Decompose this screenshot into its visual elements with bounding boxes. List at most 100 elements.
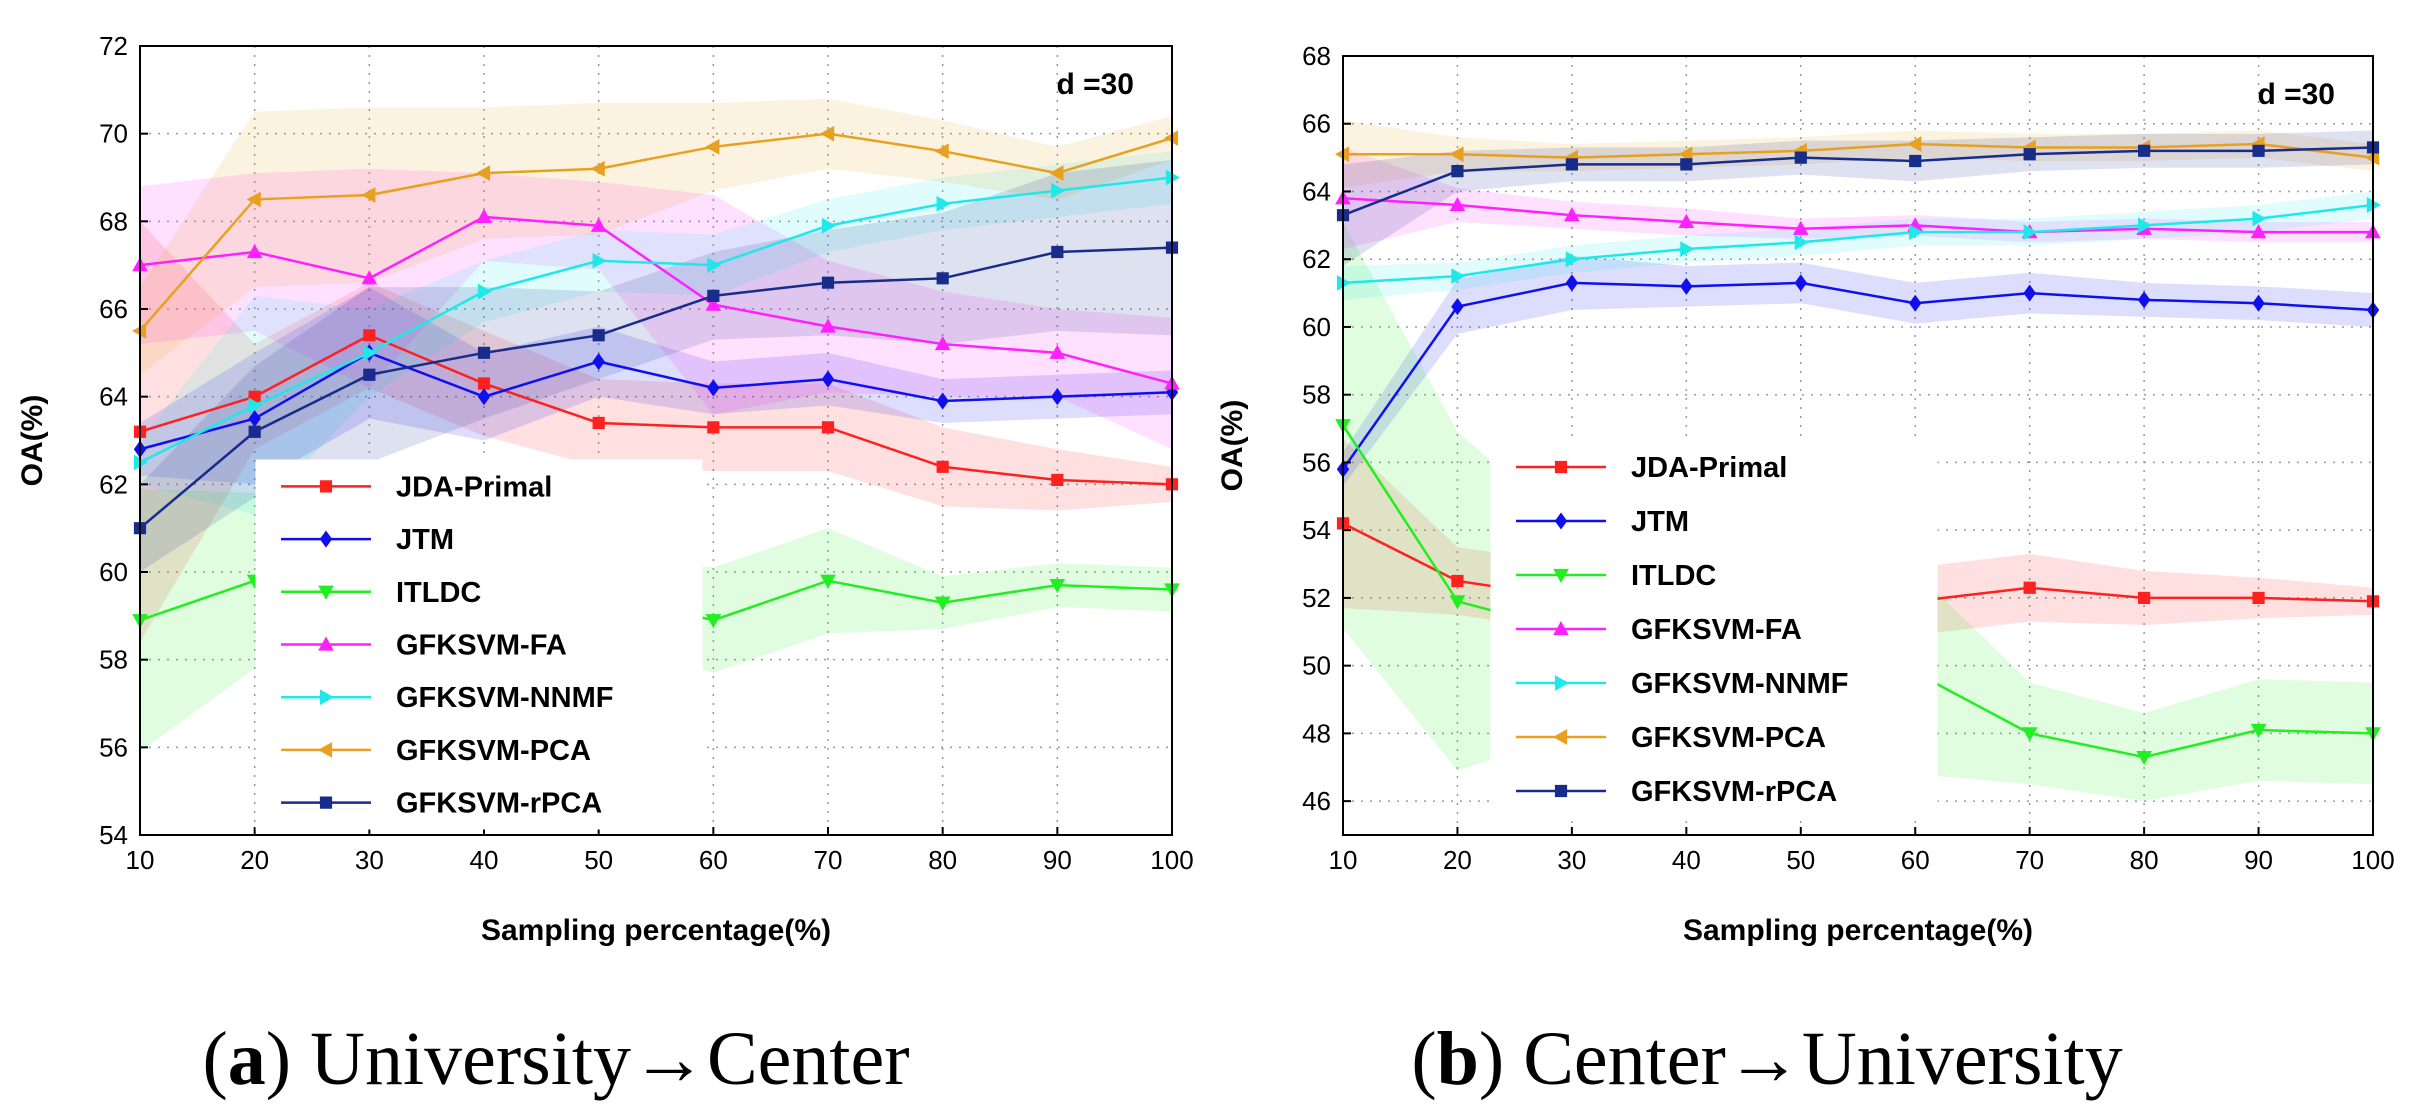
legend-item-itldc: ITLDC: [1516, 560, 1716, 592]
legend-label: GFKSVM-PCA: [1631, 722, 1826, 754]
series-gfksvm-nnmf: [133, 169, 1181, 471]
data-point-gfksvm-nnmf: [1051, 182, 1066, 199]
data-point-jtm: [707, 379, 720, 397]
legend-label: GFKSVM-rPCA: [1631, 776, 1837, 808]
data-point-itldc: [2136, 751, 2152, 766]
data-point-gfksvm-nnmf: [821, 217, 837, 234]
data-point-gfksvm-rpca: [363, 368, 376, 381]
y-tick-label: 58: [1302, 380, 1331, 410]
x-tick-label: 40: [1672, 845, 1701, 875]
data-point-gfksvm-nnmf: [1451, 268, 1466, 285]
data-point-gfksvm-pca: [475, 165, 491, 181]
data-point-jda-primal: [592, 416, 605, 430]
y-tick-label: 64: [1302, 176, 1331, 206]
legend-item-gfksvm-fa: GFKSVM-FA: [1516, 614, 1802, 646]
y-axis-label: OA(%): [16, 395, 49, 487]
x-tick-label: 50: [584, 845, 613, 875]
annotation-d: d =30: [1056, 68, 1134, 101]
legend-item-gfksvm-nnmf: GFKSVM-NNMF: [281, 682, 613, 714]
x-axis-label: Sampling percentage(%): [1683, 914, 2033, 947]
band-jtm: [1343, 255, 2373, 487]
series-line-gfksvm-nnmf: [139, 176, 1173, 464]
band-gfksvm-pca: [140, 98, 1172, 375]
legend-item-jda-primal: JDA-Primal: [281, 471, 552, 503]
x-tick-label: 60: [1901, 845, 1930, 875]
legend-item-jda-primal: JDA-Primal: [1516, 452, 1787, 484]
data-point-gfksvm-nnmf: [2023, 224, 2038, 240]
annotation-d: d =30: [2257, 78, 2335, 111]
data-point-itldc: [1449, 595, 1466, 610]
axes-frame: [139, 45, 1173, 836]
data-point-gfksvm-pca: [1907, 136, 1922, 152]
data-point-gfksvm-pca: [246, 191, 261, 208]
data-point-itldc: [820, 574, 836, 589]
legend-marker: [317, 742, 333, 758]
band-gfksvm-nnmf: [1343, 191, 2373, 300]
y-tick-label: 56: [99, 732, 128, 762]
data-point-gfksvm-nnmf: [1565, 251, 1580, 268]
legend-label: JDA-Primal: [396, 471, 552, 503]
data-point-jtm: [1051, 388, 1064, 406]
data-point-gfksvm-pca: [1449, 146, 1464, 163]
y-tick-label: 58: [99, 645, 128, 675]
band-gfksvm-rpca: [140, 159, 1172, 572]
data-point-gfksvm-rpca: [592, 329, 605, 342]
y-tick-label: 56: [1302, 447, 1331, 477]
y-tick-label: 64: [99, 382, 128, 412]
legend-item-gfksvm-rpca: GFKSVM-rPCA: [1516, 776, 1837, 808]
data-point-jda-primal: [707, 421, 720, 434]
series-line-jda-primal: [139, 333, 1173, 486]
legend-marker: [1553, 568, 1569, 584]
data-point-gfksvm-fa: [934, 336, 951, 351]
legend-item-jtm: JTM: [281, 524, 454, 556]
data-point-gfksvm-pca: [1049, 165, 1064, 181]
y-tick-label: 72: [99, 31, 128, 61]
data-point-jtm: [2137, 291, 2151, 309]
x-tick-label: 10: [126, 845, 155, 875]
x-tick-label: 70: [814, 845, 843, 875]
axes-frame: [1342, 55, 2374, 836]
legend-label: ITLDC: [1631, 560, 1716, 592]
x-tick-label: 40: [470, 845, 499, 875]
legend-marker: [1552, 729, 1568, 745]
data-point-gfksvm-nnmf: [1909, 224, 1924, 240]
y-tick-label: 62: [99, 469, 128, 499]
x-tick-label: 80: [928, 845, 957, 875]
x-tick-label: 60: [699, 845, 728, 875]
data-point-jtm: [477, 388, 491, 406]
figure-caption: (b) Center→University: [1411, 1017, 2122, 1101]
x-tick-label: 20: [240, 845, 269, 875]
legend-marker: [319, 689, 335, 706]
series-line-gfksvm-pca: [139, 132, 1173, 332]
legend-label: ITLDC: [396, 577, 481, 609]
legend-item-jtm: JTM: [1516, 506, 1689, 538]
data-point-gfksvm-pca: [819, 125, 835, 142]
data-point-gfksvm-rpca: [2138, 144, 2151, 157]
data-point-gfksvm-rpca: [1680, 158, 1693, 171]
data-point-gfksvm-nnmf: [592, 252, 607, 269]
x-tick-label: 80: [2130, 845, 2159, 875]
data-point-jda-primal: [2252, 591, 2265, 605]
data-point-gfksvm-rpca: [1051, 245, 1064, 259]
band-gfksvm-fa: [140, 168, 1172, 450]
caption-letter: b: [1437, 1017, 1479, 1101]
series-line-jtm: [1341, 281, 2374, 470]
chart-b: 10 20 30 40 50 60 70 80 90 100 46 48 50 52 54 56 58 60 62 6…: [1216, 41, 2395, 1101]
data-point-jda-primal: [2023, 581, 2036, 594]
data-point-gfksvm-fa: [1678, 213, 1695, 229]
data-point-gfksvm-fa: [590, 217, 607, 232]
caption-open-paren: (: [1411, 1017, 1436, 1101]
data-point-itldc: [2021, 727, 2038, 742]
data-point-jtm: [1794, 274, 1807, 292]
data-point-gfksvm-fa: [1449, 196, 1466, 212]
data-point-jtm: [1909, 294, 1922, 312]
data-point-itldc: [1049, 579, 1066, 594]
data-point-jtm: [2252, 294, 2265, 312]
series-gfksvm-pca: [131, 125, 1179, 339]
band-gfksvm-nnmf: [140, 151, 1172, 516]
y-tick-label: 46: [1302, 786, 1331, 816]
data-point-gfksvm-nnmf: [363, 344, 378, 361]
chart-a: 10 20 30 40 50 60 70 80 90 100 54 56 58 60 62 64 66 68 70 7…: [16, 31, 1194, 1101]
data-point-jtm: [1451, 298, 1464, 316]
series-line-jtm: [139, 351, 1173, 451]
